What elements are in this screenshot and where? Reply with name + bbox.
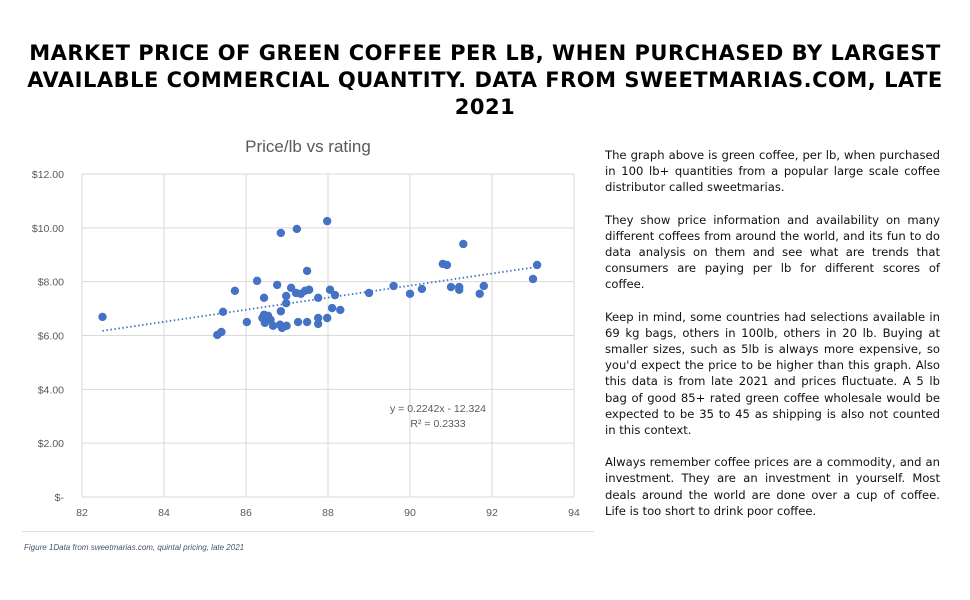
data-point [302,266,312,276]
x-tick-label: 94 [568,507,580,519]
data-point [322,313,332,323]
trendline-equation: y = 0.2242x - 12.324 [390,403,486,415]
x-tick-label: 86 [240,507,252,519]
data-point [272,280,282,290]
page-title: Market price of green coffee per lb, whe… [27,41,943,119]
data-point [330,290,340,300]
scatter-chart: Price/lb vs rating 82 84 86 88 90 92 94 $- $2.00… [32,137,580,519]
paragraph: They show price information and availabi… [605,212,940,292]
paragraph: The graph above is green coffee, per lb,… [605,148,940,195]
y-tick-label: $12.00 [32,169,64,181]
data-point [417,284,427,294]
data-point [532,260,542,270]
y-tick-label: $10.00 [32,223,64,235]
y-tick-label: $4.00 [38,384,64,396]
y-tick-label: $- [55,492,65,504]
data-point [475,289,484,298]
data-point [479,281,488,291]
chart-title: Price/lb vs rating [245,137,371,156]
data-point [313,319,323,329]
y-tick-label: $2.00 [38,438,64,450]
data-point [276,228,286,238]
paragraph: Keep in mind, some countries had selecti… [605,309,940,438]
data-point [442,260,452,270]
data-point [259,293,269,303]
data-point [98,312,107,322]
data-point [336,305,345,315]
data-point [252,276,262,286]
data-point [364,288,374,298]
tick-labels: 82 84 86 88 90 92 94 $- $2.00 $4.00 $6.00 $8.00 $10.… [32,169,580,519]
trendline-r2: R² = 0.2333 [410,418,465,430]
data-point [327,303,337,313]
data-point [302,317,312,327]
data-point [325,285,335,294]
x-tick-label: 84 [158,507,170,519]
chart-frame: Price/lb vs rating 82 84 86 88 90 92 94 $- $2.00… [22,120,594,532]
figure-caption: Figure 1Data from sweetmarias.com, quint… [24,543,245,552]
data-point [459,239,468,249]
data-point [389,281,398,291]
body-text: The graph above is green coffee, per lb,… [605,147,940,535]
x-tick-label: 90 [404,507,416,519]
paragraph: Always remember coffee prices are a comm… [605,455,940,518]
trendline-line [102,265,538,332]
data-point [304,285,314,294]
x-tick-label: 88 [322,507,334,519]
data-point [230,286,240,296]
data-point [281,299,291,308]
data-point [293,317,303,327]
gridlines [81,173,575,498]
data-point [242,317,252,327]
data-point [446,282,456,292]
x-tick-label: 92 [486,507,498,519]
data-point [292,224,302,234]
data-point [528,274,538,284]
data-point [281,291,291,301]
data-point [405,289,415,298]
data-point [322,216,332,226]
data-point [276,307,286,316]
y-tick-label: $8.00 [38,277,64,289]
data-point [217,327,226,337]
data-points [98,216,542,340]
data-point [258,313,267,323]
y-tick-label: $6.00 [38,331,64,343]
data-point [282,321,291,331]
data-point [313,293,323,303]
data-point [455,285,464,294]
x-tick-label: 82 [76,507,88,519]
trendline [102,265,538,332]
data-point [268,321,278,331]
data-point [313,313,323,323]
data-point [218,307,228,317]
